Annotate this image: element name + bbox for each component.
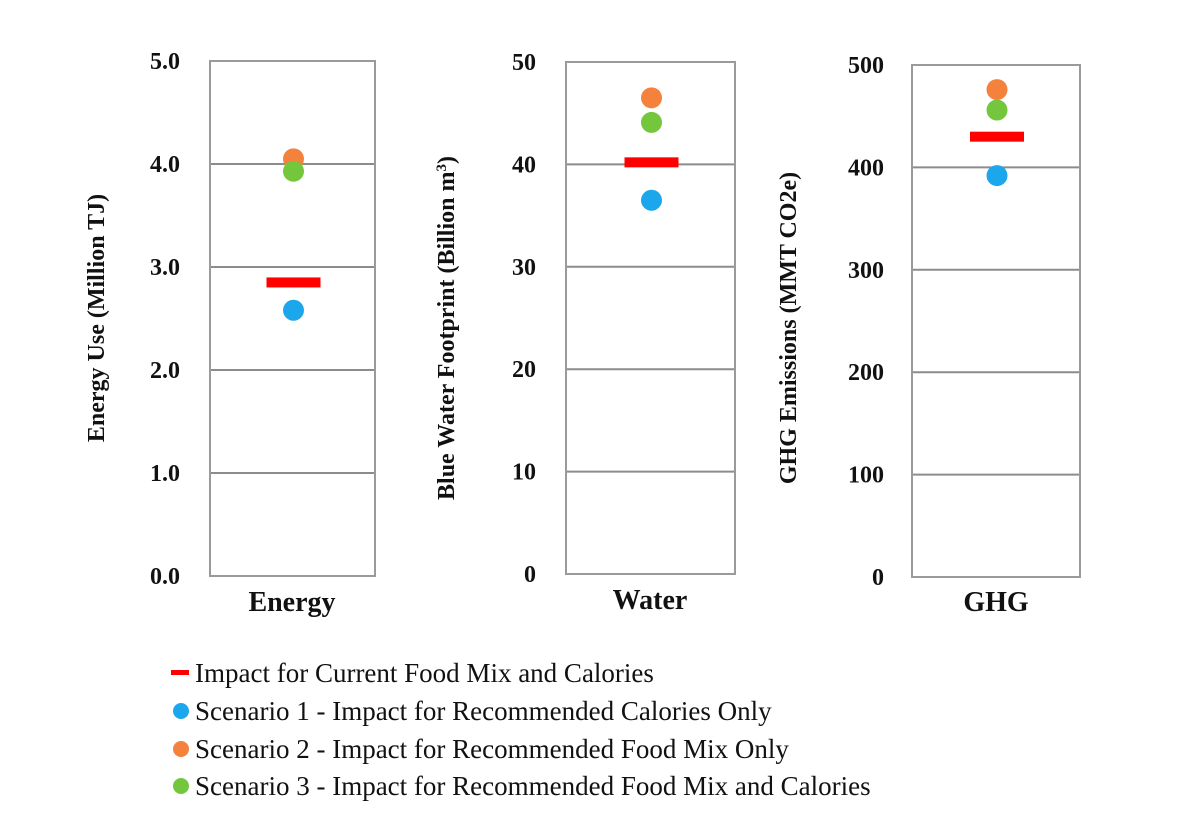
- water-y-tick-label: 10: [512, 460, 536, 486]
- water-category-label: Water: [613, 585, 688, 616]
- water-y-tick-label: 0: [524, 562, 536, 588]
- water-scenario2-point: [641, 87, 662, 109]
- legend-marker-scenario2: [173, 741, 189, 757]
- water-y-tick-label: 30: [512, 255, 536, 281]
- ghg-scenario2-point: [986, 79, 1008, 101]
- water-y-axis-label-superscript: 3: [434, 164, 450, 172]
- ghg-plot-frame: [911, 64, 1081, 578]
- legend: Impact for Current Food Mix and Calories…: [171, 658, 871, 801]
- energy-y-tick-label: 4.0: [150, 152, 180, 178]
- water-panel: Blue Water Footprint (Billion m3) Water …: [434, 50, 736, 616]
- energy-current-impact-marker: [266, 277, 321, 288]
- water-y-axis-label: Blue Water Footprint (Billion m3): [434, 156, 460, 500]
- energy-y-tick-label: 2.0: [150, 358, 180, 384]
- energy-plot-frame: [209, 60, 376, 577]
- energy-panel: Energy Use (Million TJ) Energy 0.0 1.0 2.0…: [84, 49, 376, 618]
- ghg-panel: GHG Emissions (MMT CO2e) GHG 0 100 200 300 4…: [776, 53, 1081, 618]
- ghg-current-impact-marker: [970, 131, 1024, 142]
- energy-scenario3-point: [283, 160, 304, 182]
- legend-label-current: Impact for Current Food Mix and Calories: [195, 658, 654, 688]
- legend-marker-scenario3: [173, 778, 189, 794]
- legend-marker-scenario1: [173, 703, 189, 719]
- ghg-scenario3-point: [986, 99, 1008, 121]
- energy-y-tick-label: 0.0: [150, 564, 180, 590]
- water-scenario1-point: [641, 189, 662, 211]
- water-y-tick-label: 40: [512, 152, 536, 178]
- energy-y-axis-label: Energy Use (Million TJ): [84, 194, 110, 442]
- ghg-y-tick-label: 200: [848, 360, 884, 386]
- water-plot-frame: [565, 61, 736, 575]
- ghg-scenario1-point: [986, 165, 1008, 187]
- energy-y-tick-label: 5.0: [150, 49, 180, 75]
- water-y-axis-label-main: Blue Water Footprint (Billion m: [434, 172, 460, 500]
- ghg-y-tick-label: 300: [848, 258, 884, 284]
- water-y-tick-label: 50: [512, 50, 536, 76]
- ghg-y-tick-label: 100: [848, 463, 884, 489]
- legend-label-scenario2: Scenario 2 - Impact for Recommended Food…: [195, 734, 789, 764]
- ghg-category-label: GHG: [963, 587, 1029, 618]
- energy-scenario1-point: [283, 299, 304, 321]
- water-y-tick-label: 20: [512, 357, 536, 383]
- ghg-y-tick-label: 0: [872, 565, 884, 591]
- energy-y-tick-label: 1.0: [150, 461, 180, 487]
- energy-category-label: Energy: [248, 587, 335, 618]
- legend-marker-current: [171, 670, 189, 675]
- energy-y-tick-label: 3.0: [150, 255, 180, 281]
- legend-label-scenario3: Scenario 3 - Impact for Recommended Food…: [195, 771, 871, 801]
- water-y-axis-label-close: ): [434, 156, 460, 164]
- ghg-y-tick-label: 500: [848, 53, 884, 79]
- ghg-y-axis-label: GHG Emissions (MMT CO2e): [776, 172, 802, 484]
- water-current-impact-marker: [624, 157, 679, 168]
- legend-label-scenario1: Scenario 1 - Impact for Recommended Calo…: [195, 696, 772, 726]
- ghg-y-tick-label: 400: [848, 155, 884, 181]
- water-scenario3-point: [641, 111, 662, 133]
